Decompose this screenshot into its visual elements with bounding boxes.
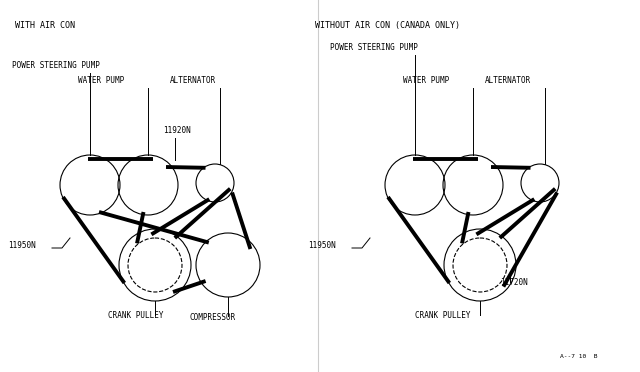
Text: CRANK PULLEY: CRANK PULLEY [108, 311, 163, 320]
Text: WITHOUT AIR CON (CANADA ONLY): WITHOUT AIR CON (CANADA ONLY) [315, 21, 460, 30]
Text: WATER PUMP: WATER PUMP [403, 76, 449, 85]
Text: 11720N: 11720N [500, 278, 528, 287]
Text: 11950N: 11950N [8, 241, 36, 250]
Text: ALTERNATOR: ALTERNATOR [170, 76, 216, 85]
Text: POWER STEERING PUMP: POWER STEERING PUMP [12, 61, 100, 70]
Text: 11950N: 11950N [308, 241, 336, 250]
Text: POWER STEERING PUMP: POWER STEERING PUMP [330, 43, 418, 52]
Text: WITH AIR CON: WITH AIR CON [15, 21, 75, 30]
Text: 11920N: 11920N [163, 126, 191, 135]
Text: WATER PUMP: WATER PUMP [78, 76, 124, 85]
Text: ALTERNATOR: ALTERNATOR [485, 76, 531, 85]
Text: A--7 10  B: A--7 10 B [560, 354, 598, 359]
Text: CRANK PULLEY: CRANK PULLEY [415, 311, 470, 320]
Text: COMPRESSOR: COMPRESSOR [190, 313, 236, 322]
